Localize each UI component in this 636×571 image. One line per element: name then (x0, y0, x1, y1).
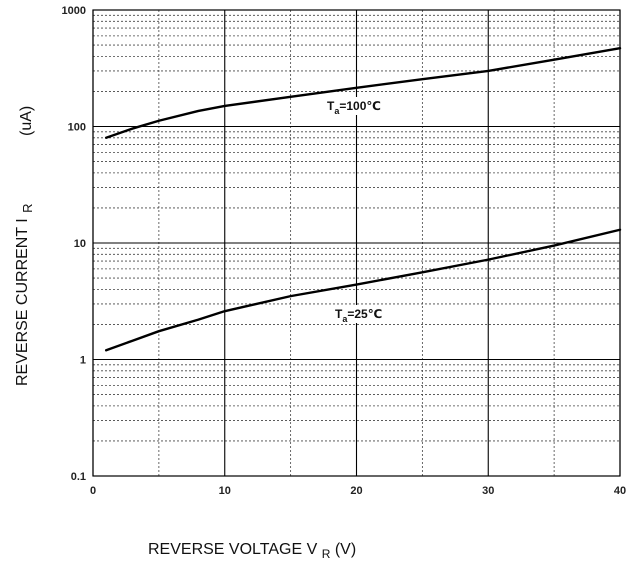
series-line-ta-25c (104, 228, 622, 352)
series-layer (104, 47, 622, 352)
annotation-prefix: T (335, 307, 343, 321)
annotation-layer: Ta=100℃Ta=25℃ (325, 97, 399, 324)
y-axis-label: REVERSE CURRENT I R (14, 203, 35, 386)
y-tick-label: 1 (80, 355, 86, 367)
annotation-text-ta-25c: Ta=25℃ (335, 307, 382, 324)
tick-layer: 0 10 20 30 40 0.1 1 10 100 1000 (62, 5, 627, 497)
annotation-sub: a (334, 106, 340, 116)
annotation-suffix: =100℃ (339, 99, 381, 113)
annotation-ta-100c: Ta=100℃ (325, 97, 399, 116)
y-tick-label: 100 (68, 122, 86, 134)
y-tick-label: 1000 (62, 5, 86, 17)
annotation-suffix: =25℃ (347, 307, 382, 321)
annotation-bg-ta-25c (333, 305, 399, 323)
x-tick-label: 10 (219, 485, 231, 497)
grid-layer (92, 9, 621, 477)
annotation-text-ta-100c: Ta=100℃ (327, 99, 381, 116)
annotation-prefix: T (327, 99, 335, 113)
x-tick-label: 20 (350, 485, 362, 497)
series-line-ta-100c (104, 47, 622, 139)
y-tick-label: 0.1 (71, 471, 86, 483)
x-tick-label: 30 (482, 485, 494, 497)
x-axis-label-suffix: (V) (335, 541, 356, 558)
x-tick-label: 0 (90, 485, 96, 497)
y-tick-label: 10 (74, 238, 86, 250)
annotation-ta-25c: Ta=25℃ (333, 305, 399, 324)
x-axis-label-prefix: REVERSE VOLTAGE V (148, 541, 318, 558)
x-tick-label: 40 (614, 485, 626, 497)
y-axis-label-sub: R (20, 203, 35, 212)
x-axis-label-sub: R (322, 547, 331, 561)
y-axis-units-label: (uA) (18, 106, 35, 136)
x-axis-label: REVERSE VOLTAGE V R (V) (148, 541, 356, 562)
annotation-sub: a (342, 314, 348, 324)
annotation-bg-ta-100c (325, 97, 399, 115)
y-axis-label-prefix: REVERSE CURRENT I (14, 218, 31, 386)
y-axis-label-group: REVERSE CURRENT I R (14, 203, 35, 386)
